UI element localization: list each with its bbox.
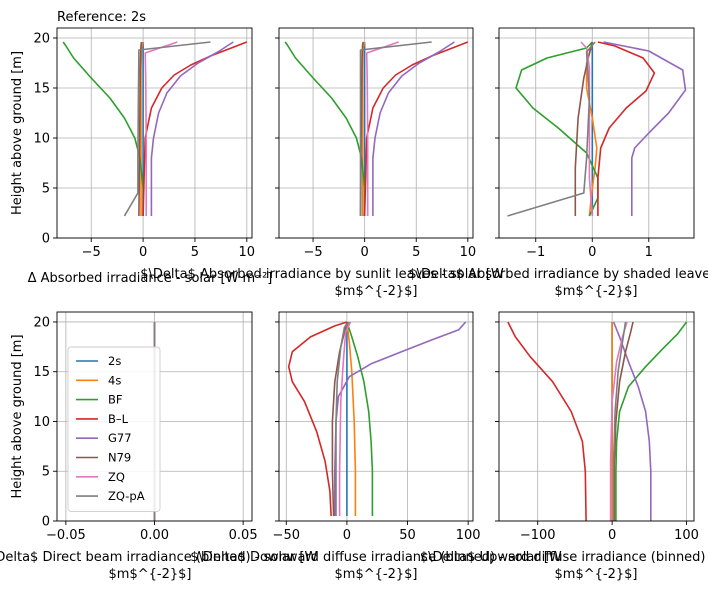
series-line-B–L [363,41,469,217]
series-line-ZQ [144,41,178,216]
y-tick-label: 20 [33,315,50,330]
plot-area-frame [278,311,474,522]
legend-label: G77 [108,431,132,445]
series-line-G77 [603,41,687,216]
series-line-N79 [138,41,143,217]
x-tick-label: −1 [526,245,545,260]
panel-abs-solar: −5 0 5 10 0 5 10 15 20 Δ Absorbed irradiance - so… [10,27,273,286]
x-axis-label: $\Delta$ Absorbed irradiance by sunlit l… [140,267,504,299]
series-line-B–L [597,41,656,216]
y-axis-label: Height above ground [m] [10,51,25,215]
y-tick-label: 5 [42,182,50,197]
y-tick-label: 0 [42,515,50,530]
y-tick-label: 10 [33,415,50,430]
panel-abs-shaded: −1 0 1 $\Delta$ Absorbed irradiance by shad… [408,27,708,299]
y-tick-label: 15 [33,82,50,97]
plot-area-frame [498,311,695,522]
x-tick-label: 50 [399,528,416,543]
legend: 2s 4s BF B–L G77 N79 ZQ ZQ-pA [67,346,161,512]
series-line-4s [346,321,357,516]
legend-label: B–L [108,412,129,426]
x-axis-label: $\Delta$ Absorbed irradiance by shaded l… [408,267,708,299]
series-line-G77 [372,41,455,216]
series-line-ZQ-pA [507,41,596,217]
x-tick-label: 1 [645,245,653,260]
series-line-ZQ-pA [359,41,432,216]
x-tick-label: 10 [239,245,256,260]
x-tick-label: 5 [191,245,199,260]
series-line-ZQ-pA [123,41,211,217]
series-line-ZQ [338,321,352,516]
y-tick-label: 0 [42,232,50,247]
legend-label: BF [108,393,123,407]
x-tick-label: 5 [412,245,420,260]
x-tick-label: 10 [460,245,477,260]
x-axis-label: $\Delta$ Direct beam irradiance (binned)… [0,550,317,582]
plot-area-frame [56,27,253,239]
series-line-BF [615,321,688,521]
series-line-BF [346,321,374,516]
legend-label: 2s [108,354,121,368]
series-line-BF [284,41,366,216]
series-line-BF [62,41,144,216]
x-tick-label: 0.05 [229,528,258,543]
x-tick-label: 0 [608,528,616,543]
series-line-N79 [574,41,594,216]
series-line-ZQ-pA [335,321,350,516]
series-line-G77 [150,41,234,216]
plot-area-frame [278,27,474,239]
x-axis-label: $\Delta$ Downward diffuse irradiance (bi… [190,550,562,582]
legend-label: ZQ [108,470,125,484]
x-tick-label: −100 [520,528,556,543]
figure-title: Reference: 2s [57,10,146,25]
panel-upward-diffuse: −100 0 100 $\Delta$ Upward diffuse irradian… [420,311,708,582]
x-tick-label: 100 [456,528,481,543]
legend-label: 4s [108,373,121,387]
series-line-N79 [331,321,348,517]
series-line-B–L [507,321,587,521]
x-axis-label: Δ Absorbed irradiance - solar [W m⁻²] [28,271,273,286]
legend-label: ZQ-pA [108,489,145,503]
series-line-B–L [287,321,348,517]
x-tick-label: 0 [343,528,351,543]
x-tick-label: 100 [674,528,699,543]
x-axis-label: $\Delta$ Upward diffuse irradiance (binn… [420,550,708,582]
y-tick-label: 20 [33,32,50,47]
x-tick-label: 0.00 [140,528,169,543]
plot-area-frame [498,27,695,239]
x-tick-label: −50 [273,528,300,543]
x-tick-label: −0.05 [46,528,86,543]
y-tick-label: 10 [33,132,50,147]
y-tick-label: 5 [42,465,50,480]
series-line-ZQ [365,41,399,216]
y-axis-label: Height above ground [m] [10,334,25,498]
panel-abs-sunlit: −5 0 5 10 $\Delta$ Absorbed irradiance by su… [140,27,504,299]
x-tick-label: 0 [361,245,369,260]
panel-downward-diffuse: −50 0 50 100 $\Delta$ Downward diffuse irrad… [190,311,562,582]
x-tick-label: 0 [139,245,147,260]
x-tick-label: −5 [303,245,322,260]
legend-box [67,346,161,512]
series-line-ZQ-pA [612,321,627,521]
legend-label: N79 [108,451,131,465]
y-tick-label: 15 [33,365,50,380]
x-tick-label: 0 [588,245,596,260]
x-tick-label: −5 [82,245,101,260]
series-line-B–L [142,41,248,217]
